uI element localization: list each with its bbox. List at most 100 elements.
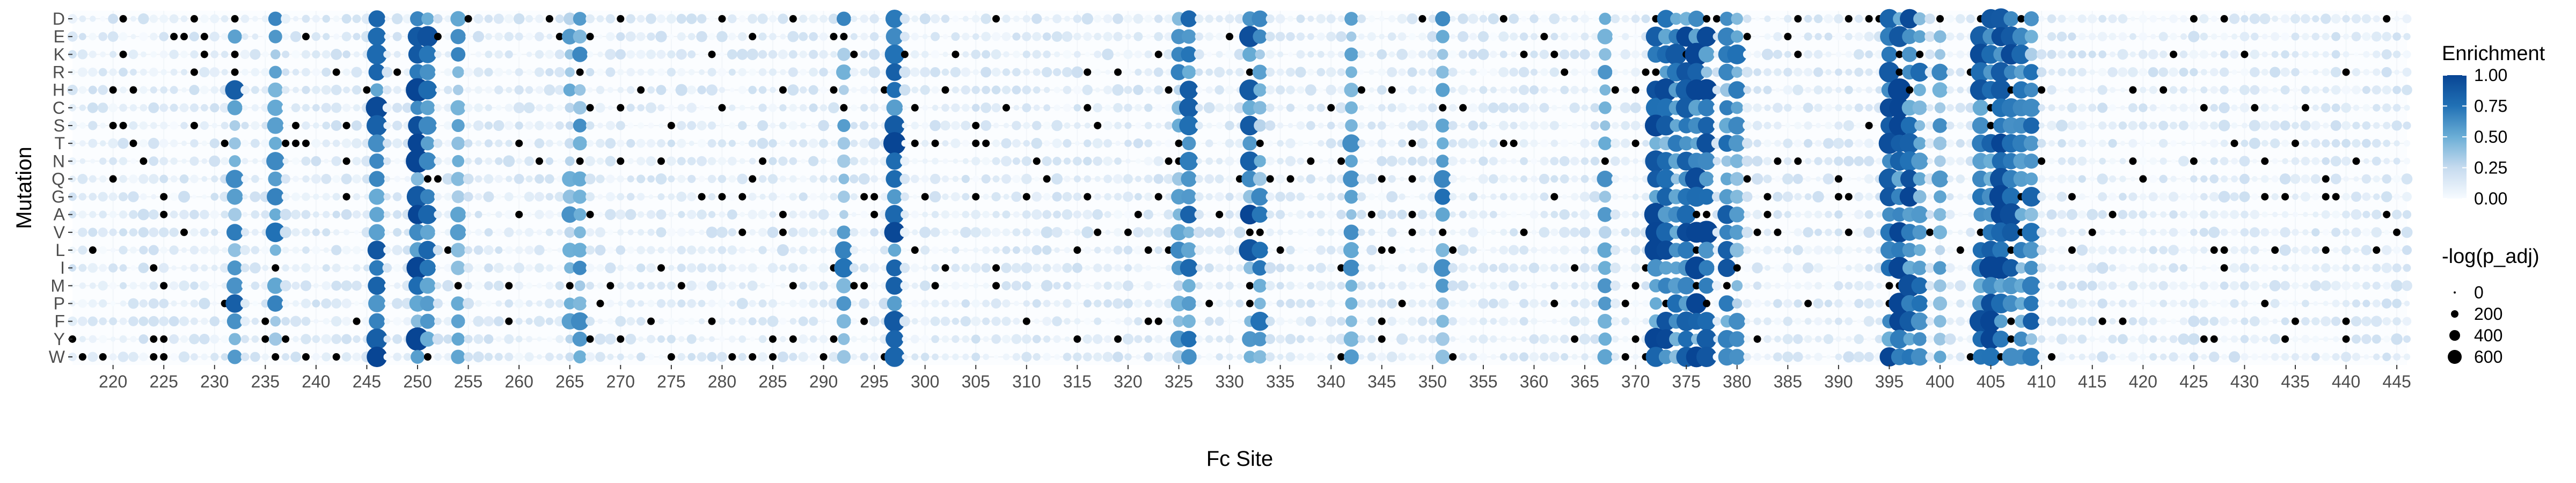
data-point (1481, 247, 1486, 253)
data-point (1540, 210, 1548, 218)
data-point-significant (789, 15, 797, 23)
data-point (452, 155, 465, 167)
data-point (2241, 122, 2248, 129)
data-point (2170, 104, 2177, 112)
data-point (1205, 281, 1213, 290)
data-point (2087, 262, 2098, 273)
data-point (2402, 245, 2412, 255)
data-point (1083, 157, 1092, 166)
data-point (312, 50, 320, 58)
data-point (1612, 193, 1619, 200)
data-point (1713, 121, 1721, 130)
data-point (869, 263, 880, 273)
data-point (1934, 279, 1946, 292)
data-point (370, 83, 384, 97)
data-point (1730, 243, 1745, 258)
data-point (366, 115, 387, 136)
data-point (1713, 175, 1721, 183)
data-point (420, 224, 436, 240)
data-point (2024, 83, 2039, 98)
data-point (178, 191, 191, 203)
data-point (1022, 15, 1030, 23)
data-point (2271, 193, 2279, 201)
data-point (403, 317, 412, 326)
data-point (109, 353, 117, 361)
data-point (302, 246, 310, 254)
data-point (1032, 121, 1042, 130)
data-point (1275, 14, 1285, 24)
data-point (149, 156, 159, 166)
data-point-significant (342, 193, 350, 201)
data-point (465, 86, 472, 93)
data-point-significant (1631, 335, 1640, 343)
data-point (1196, 158, 1202, 164)
data-point (1562, 194, 1568, 200)
data-point (323, 318, 330, 325)
data-point (1180, 206, 1198, 224)
data-point (78, 193, 87, 201)
data-point (302, 192, 310, 201)
data-point (1924, 263, 1935, 273)
data-point (1387, 298, 1397, 309)
data-point (921, 140, 929, 147)
data-point (1621, 15, 1629, 23)
data-point (89, 299, 97, 308)
data-point (180, 122, 188, 129)
data-point (1468, 210, 1478, 219)
data-point (850, 68, 859, 77)
data-point (1144, 50, 1152, 58)
data-point (369, 153, 385, 169)
data-point (251, 210, 260, 219)
data-point (1561, 282, 1569, 290)
data-point-significant (1834, 193, 1842, 201)
data-point (868, 66, 880, 78)
data-point (2087, 209, 2098, 221)
data-point (2352, 139, 2361, 148)
data-point (393, 353, 402, 361)
data-point (2178, 156, 2189, 167)
data-point (534, 245, 545, 255)
data-point (1216, 50, 1223, 58)
data-point (2118, 264, 2127, 272)
data-point (1751, 173, 1763, 185)
data-point (991, 334, 1001, 344)
y-tick-label: D (53, 9, 65, 28)
data-point (697, 352, 707, 362)
data-point (420, 313, 436, 329)
data-point (1103, 139, 1113, 148)
data-point (451, 314, 465, 328)
data-point (1013, 211, 1020, 218)
data-point (2341, 352, 2351, 362)
data-point (2241, 317, 2249, 325)
data-point (261, 86, 269, 94)
data-point (1459, 158, 1467, 165)
data-point (595, 333, 606, 345)
data-point (1717, 27, 1736, 46)
data-point (1379, 33, 1385, 40)
data-point (809, 317, 818, 326)
data-point (1306, 228, 1315, 237)
data-point-significant (2038, 157, 2046, 165)
data-point-significant (1693, 282, 1701, 290)
data-point-significant (2342, 335, 2350, 343)
data-point (2139, 14, 2148, 23)
data-point (1541, 283, 1547, 289)
data-point (2058, 68, 2066, 77)
data-point (1550, 264, 1558, 272)
data-point (2022, 223, 2041, 242)
data-point (545, 140, 553, 148)
x-tick-label: 335 (1266, 372, 1294, 391)
data-point (119, 104, 127, 112)
data-point-significant (2210, 246, 2218, 254)
data-point (98, 68, 107, 77)
data-point-significant (2109, 210, 2117, 218)
data-point (2087, 281, 2097, 291)
data-point (1804, 50, 1812, 59)
data-point (1032, 299, 1041, 308)
data-point (554, 192, 565, 202)
data-point (686, 13, 697, 24)
data-point (1499, 50, 1507, 58)
data-point (1854, 263, 1864, 273)
data-point (1728, 116, 1746, 135)
data-point (1134, 317, 1143, 326)
